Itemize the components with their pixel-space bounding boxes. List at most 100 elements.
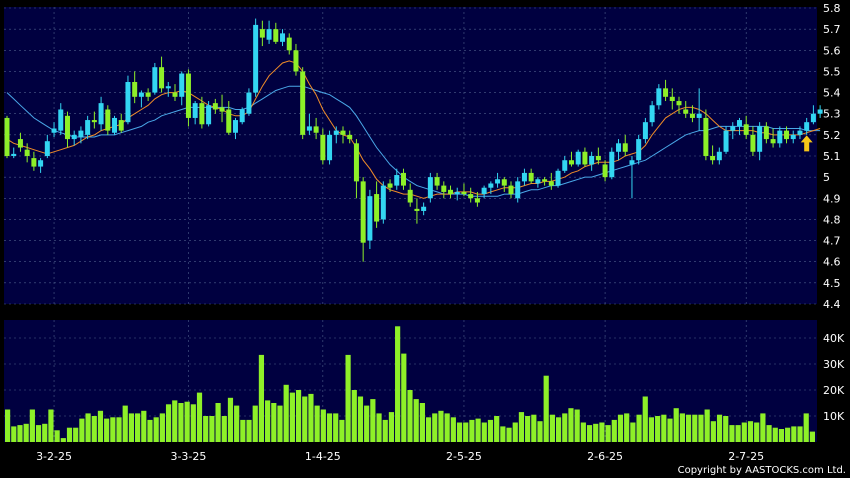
volume-bar [698, 414, 704, 442]
candle [273, 22, 279, 44]
candle [817, 105, 823, 118]
candle [132, 71, 138, 104]
volume-bar [673, 408, 679, 442]
volume-bar [506, 427, 512, 442]
volume-bar [630, 422, 636, 442]
volume-bar [469, 419, 475, 442]
volume-bar [419, 403, 425, 442]
candle [239, 107, 245, 125]
candle-body [427, 177, 433, 199]
candle-body [817, 109, 823, 114]
candle [145, 88, 151, 102]
price-tick-label: 5.5 [823, 65, 841, 78]
volume-bar [778, 429, 785, 442]
volume-bar [723, 416, 729, 442]
candle [226, 101, 232, 135]
candle-body [212, 103, 218, 110]
volume-bar [66, 427, 73, 442]
candle [441, 181, 447, 199]
x-tick-label: 3-3-25 [170, 450, 206, 463]
volume-bar [487, 419, 494, 442]
x-axis: 3-2-25 3-3-25 1-4-25 2-5-25 2-6-25 2-7-25 [36, 450, 764, 463]
candle-body [454, 191, 460, 195]
candle-body [280, 33, 286, 42]
volume-bar [772, 427, 778, 442]
volume-bar [23, 423, 29, 442]
candle [367, 189, 373, 250]
volume-bar [555, 417, 562, 442]
volume-bar [605, 425, 611, 442]
candle [723, 126, 729, 154]
volume-bar [382, 419, 388, 442]
candle [159, 56, 165, 93]
volume-bar [432, 413, 438, 442]
volume-bar [617, 414, 624, 442]
candle [246, 88, 252, 116]
candle-body [535, 179, 541, 184]
volume-bar [395, 326, 401, 442]
candle-body [649, 105, 655, 123]
candle-body [78, 130, 84, 137]
candle-body [51, 128, 57, 133]
candle [24, 143, 30, 163]
volume-bar [122, 405, 128, 442]
volume-bar [29, 409, 35, 442]
candle-body [750, 134, 756, 152]
candle [750, 126, 756, 156]
price-tick-label: 5.1 [823, 150, 841, 163]
candle [219, 94, 225, 123]
candle [669, 88, 675, 110]
volume-bar [128, 413, 135, 442]
volume-bar [141, 410, 147, 442]
candle-body [253, 24, 259, 93]
candle-body [333, 130, 339, 135]
candle [78, 126, 84, 144]
candle [125, 75, 131, 125]
candle-body [683, 109, 689, 114]
candle-body [730, 126, 736, 131]
candle-body [595, 156, 601, 161]
candle-body [360, 181, 366, 243]
candle [313, 117, 319, 140]
candle-body [91, 120, 97, 123]
volume-bar [543, 375, 549, 442]
volume-bar [351, 390, 357, 442]
price-tick-label: 4.9 [823, 192, 841, 205]
candle [582, 147, 588, 167]
volume-bar [388, 412, 395, 442]
volume-tick-label: 20K [823, 384, 845, 397]
volume-bar [48, 409, 54, 442]
candle-body [31, 158, 37, 167]
candle-body [4, 117, 10, 156]
candle-body [293, 50, 299, 72]
candle-body [132, 82, 138, 97]
moving-averages [6, 60, 821, 199]
candle [616, 139, 622, 161]
volume-bar [586, 425, 593, 442]
candle-body [165, 86, 171, 89]
candle [91, 111, 97, 129]
volume-bar [147, 419, 153, 442]
candle [434, 172, 440, 190]
candle [642, 117, 648, 144]
candle-body [575, 151, 581, 165]
candle-body [300, 71, 306, 135]
candle-body [172, 92, 178, 97]
candle-body [743, 124, 749, 135]
candle [602, 160, 608, 182]
candle-body [642, 122, 648, 140]
candle-body [448, 189, 454, 195]
candle-body [689, 113, 695, 118]
candle [797, 126, 803, 140]
candle [743, 115, 749, 140]
candle-body [367, 196, 373, 241]
candle [804, 117, 810, 135]
volume-bar [766, 425, 772, 442]
candle [206, 101, 212, 127]
volume-bar [791, 426, 797, 442]
candle [380, 181, 386, 224]
candle [589, 151, 595, 171]
volume-bar [481, 422, 487, 442]
price-tick-label: 4.8 [823, 213, 841, 226]
candle [179, 71, 185, 106]
